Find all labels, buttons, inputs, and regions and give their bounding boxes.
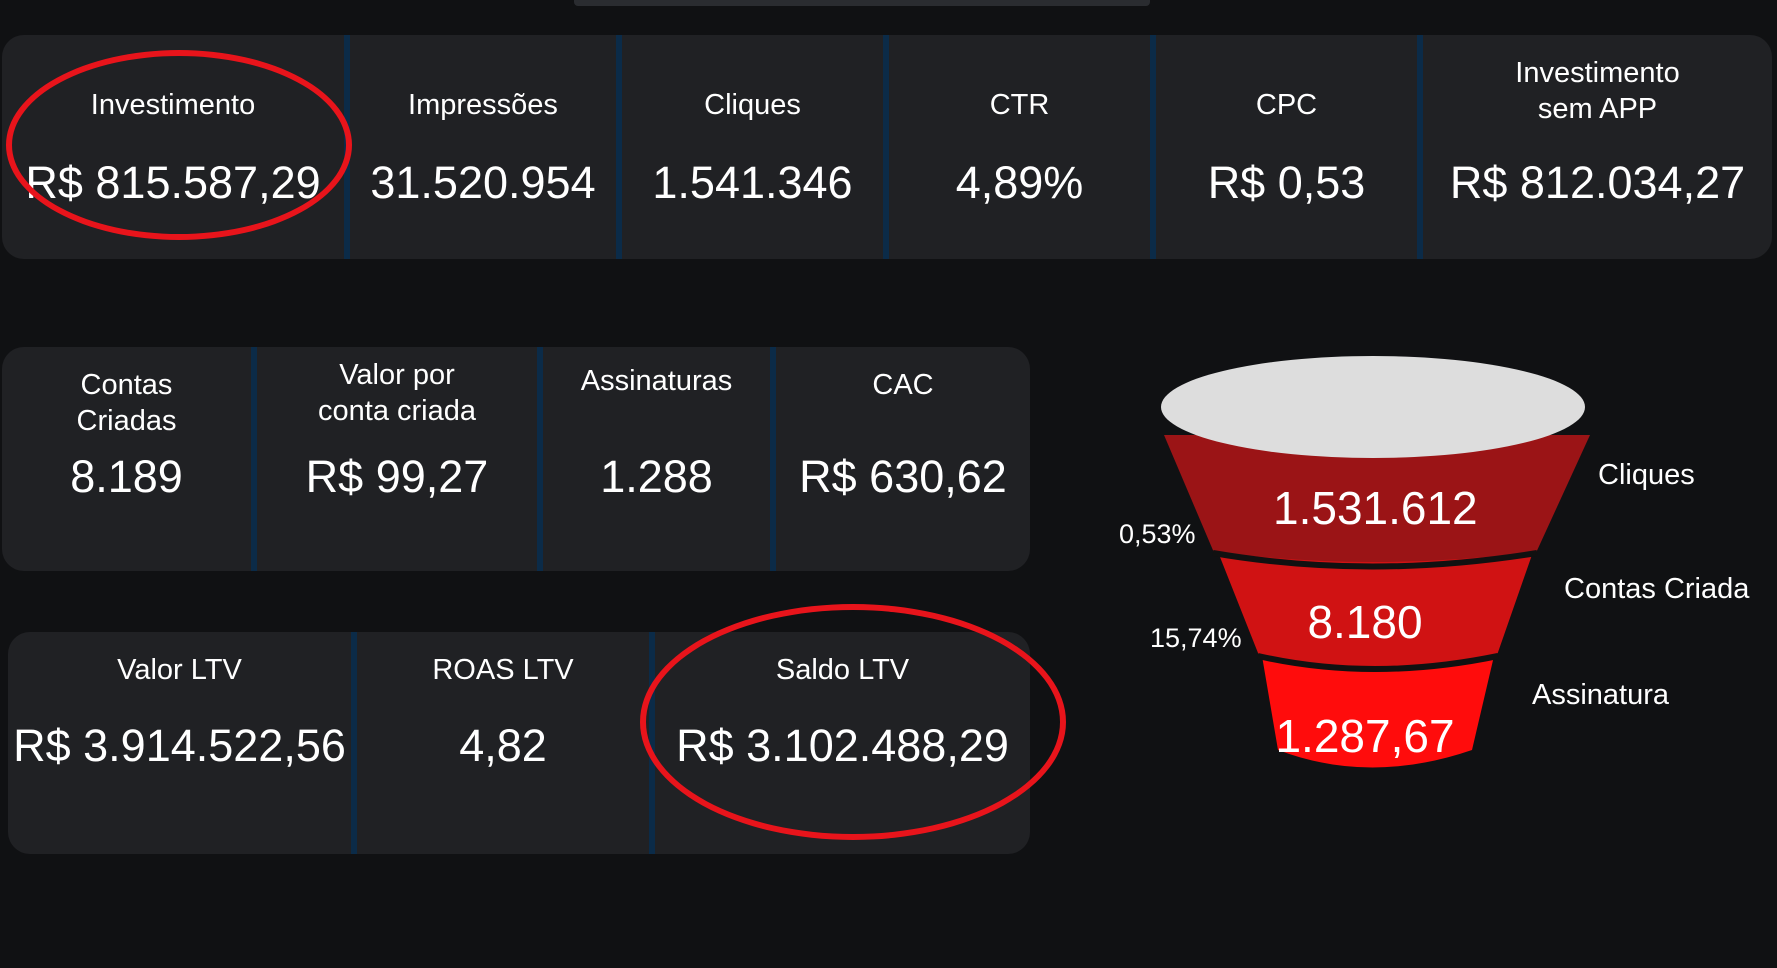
kpi-card-impressoes: Impressões 31.520.954 xyxy=(344,35,616,259)
kpi-card-cac: CAC R$ 630,62 xyxy=(770,347,1030,571)
funnel-stage-2-shape xyxy=(1218,552,1533,668)
kpi-value: R$ 3.102.488,29 xyxy=(676,720,1009,771)
kpi-label: Contas Criadas xyxy=(76,369,177,437)
kpi-value: R$ 812.034,27 xyxy=(1449,157,1746,208)
kpi-panel-conversions: Contas Criadas 8.189 Valor por conta cri… xyxy=(2,347,1030,571)
kpi-card-roas-ltv: ROAS LTV 4,82 xyxy=(351,632,649,854)
conversion-funnel: 1.531.612 8.180 1.287,67 Cliques Contas … xyxy=(1100,340,1777,810)
kpi-label: Saldo LTV xyxy=(775,654,910,686)
kpi-label: CAC xyxy=(872,369,934,401)
funnel-value-assinatura: 1.287,67 xyxy=(1275,710,1455,762)
funnel-label-cliques: Cliques xyxy=(1598,459,1695,491)
kpi-card-cpc: CPC R$ 0,53 xyxy=(1150,35,1417,259)
kpi-value: 1.541.346 xyxy=(652,157,853,208)
kpi-value: R$ 815.587,29 xyxy=(25,157,321,208)
kpi-value: 1.288 xyxy=(600,451,713,502)
funnel-label-contas: Contas Criada xyxy=(1564,573,1750,605)
kpi-card-contas-criadas: Contas Criadas 8.189 xyxy=(2,347,251,571)
kpi-label: Investimento xyxy=(90,89,256,121)
kpi-label: CTR xyxy=(989,89,1050,121)
kpi-label: CPC xyxy=(1255,89,1318,121)
kpi-card-ctr: CTR 4,89% xyxy=(883,35,1150,259)
kpi-value: 31.520.954 xyxy=(370,157,596,208)
kpi-card-investimento-sem-app: Investimento sem APP R$ 812.034,27 xyxy=(1417,35,1772,259)
funnel-rate-2: 15,74% xyxy=(1150,623,1242,653)
kpi-card-valor-por-conta: Valor por conta criada R$ 99,27 xyxy=(251,347,537,571)
kpi-value: 4,89% xyxy=(955,157,1084,208)
kpi-panel-ltv: Valor LTV R$ 3.914.522,56 ROAS LTV 4,82 … xyxy=(8,632,1030,854)
funnel-stage-1-shape xyxy=(1164,435,1590,566)
kpi-card-investimento: Investimento R$ 815.587,29 xyxy=(2,35,344,259)
funnel-separator-2 xyxy=(1257,653,1499,672)
kpi-label: Investimento sem APP xyxy=(1515,57,1680,125)
funnel-rate-1: 0,53% xyxy=(1119,519,1196,549)
funnel-value-contas: 8.180 xyxy=(1307,596,1423,648)
kpi-value: R$ 99,27 xyxy=(305,451,489,502)
kpi-value: 4,82 xyxy=(459,720,547,771)
funnel-stage-3-shape xyxy=(1262,656,1494,768)
funnel-value-cliques: 1.531.612 xyxy=(1273,482,1478,534)
kpi-value: R$ 0,53 xyxy=(1207,157,1366,208)
kpi-card-saldo-ltv: Saldo LTV R$ 3.102.488,29 xyxy=(649,632,1030,854)
kpi-value: R$ 3.914.522,56 xyxy=(13,720,346,771)
funnel-separator-1 xyxy=(1212,550,1538,570)
funnel-top-ellipse xyxy=(1161,356,1585,458)
kpi-label: Assinaturas xyxy=(580,365,733,397)
kpi-label: Cliques xyxy=(704,89,801,121)
funnel-label-assinatura: Assinatura xyxy=(1532,679,1670,711)
top-tab-strip xyxy=(574,0,1150,6)
kpi-card-cliques: Cliques 1.541.346 xyxy=(616,35,883,259)
kpi-panel-traffic: Investimento R$ 815.587,29 Impressões 31… xyxy=(2,35,1772,259)
kpi-label: Impressões xyxy=(408,89,558,121)
kpi-value: 8.189 xyxy=(70,451,183,502)
kpi-label: Valor LTV xyxy=(117,654,242,686)
kpi-card-valor-ltv: Valor LTV R$ 3.914.522,56 xyxy=(8,632,351,854)
kpi-label: Valor por conta criada xyxy=(318,359,476,427)
kpi-card-assinaturas: Assinaturas 1.288 xyxy=(537,347,770,571)
funnel-graphic xyxy=(1161,356,1590,768)
kpi-label: ROAS LTV xyxy=(432,654,574,686)
kpi-value: R$ 630,62 xyxy=(799,451,1007,502)
